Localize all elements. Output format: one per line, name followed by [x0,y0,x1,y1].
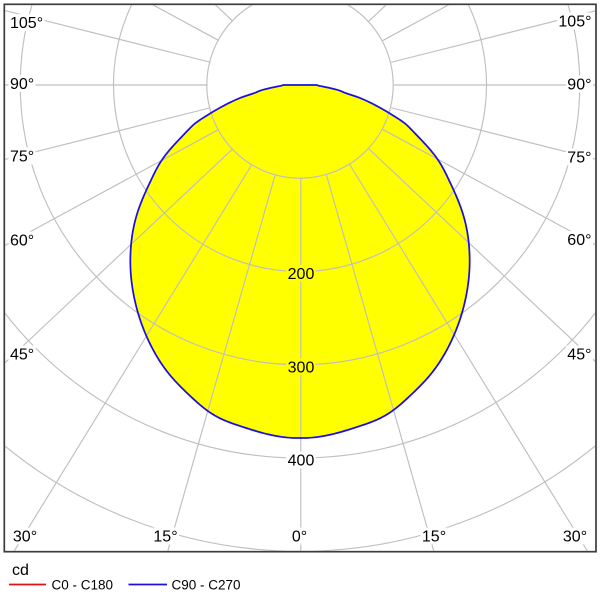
svg-text:C0 - C180: C0 - C180 [52,577,114,592]
svg-text:90°: 90° [10,76,34,93]
svg-text:200: 200 [288,266,315,283]
svg-text:0°: 0° [292,529,307,546]
svg-text:15°: 15° [153,529,177,546]
svg-text:75°: 75° [567,150,591,167]
svg-text:75°: 75° [10,149,34,166]
svg-text:cd: cd [12,562,29,579]
svg-text:105°: 105° [10,15,43,32]
svg-text:60°: 60° [10,233,34,250]
svg-text:30°: 30° [13,529,37,546]
svg-text:60°: 60° [567,232,591,249]
svg-text:105°: 105° [558,14,591,31]
svg-text:45°: 45° [10,347,34,364]
svg-text:90°: 90° [567,77,591,94]
svg-text:C90 - C270: C90 - C270 [172,577,241,592]
svg-text:400: 400 [288,453,315,470]
svg-text:30°: 30° [563,529,587,546]
svg-text:45°: 45° [567,347,591,364]
svg-text:15°: 15° [422,529,446,546]
svg-text:300: 300 [288,359,315,376]
